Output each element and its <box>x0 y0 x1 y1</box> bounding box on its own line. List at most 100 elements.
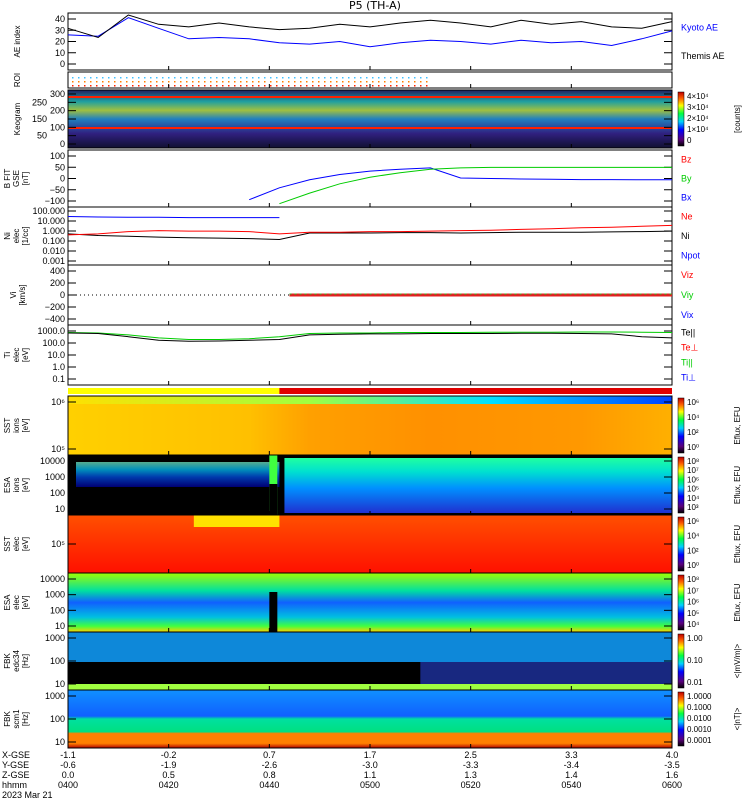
y-tick-label: −100 <box>45 196 65 206</box>
roi-dot <box>342 85 344 87</box>
roi-dot <box>114 77 116 79</box>
roi-dot <box>210 81 212 83</box>
roi-dot <box>150 81 152 83</box>
roi-dot <box>120 81 122 83</box>
roi-dot <box>180 77 182 79</box>
roi-dot <box>312 77 314 79</box>
colorbar-label: 10⁸ <box>687 575 699 584</box>
roi-dot <box>186 81 188 83</box>
roi-dot <box>378 81 380 83</box>
colorbar-label: 10⁴ <box>687 532 700 541</box>
sst-elec-feature <box>193 515 280 527</box>
roi-dot <box>90 85 92 87</box>
roi-dot <box>348 77 350 79</box>
colorbar-label: 0 <box>687 136 692 145</box>
roi-dot <box>252 77 254 79</box>
x-tick-z: 0.5 <box>162 770 175 780</box>
y-tick-label: 100 <box>50 656 65 666</box>
roi-dot <box>108 85 110 87</box>
roi-dot <box>414 85 416 87</box>
colorbar-label: 0.10 <box>687 656 703 665</box>
colorbar-label: 10⁴ <box>687 494 700 503</box>
roi-dot <box>72 85 74 87</box>
roi-dot <box>288 77 290 79</box>
roi-dot <box>426 77 428 79</box>
colorbar-label: 1.00 <box>687 634 703 643</box>
roi-dot <box>168 81 170 83</box>
x-tick-y: -1.9 <box>160 760 177 770</box>
roi-dot <box>174 81 176 83</box>
colorbar-label: 10² <box>687 546 699 555</box>
y-tick-label: 0 <box>60 174 65 184</box>
roi-dot <box>216 81 218 83</box>
ylabel-sst_elec: SSTelec[eV] <box>3 536 30 552</box>
roi-dot <box>234 81 236 83</box>
x-tick-x: 2.5 <box>464 750 477 760</box>
x-tick-t: 0520 <box>460 780 481 790</box>
spectrogram-sst_ions <box>68 396 672 455</box>
roi-dot <box>228 77 230 79</box>
y-tick-label: 1000.0 <box>37 326 65 336</box>
roi-dot <box>258 77 260 79</box>
y-tick-label: 10 <box>55 621 65 631</box>
roi-dot <box>132 81 134 83</box>
ylabel-fbk_scm: FBKscm1[Hz] <box>3 709 30 729</box>
roi-dot <box>282 77 284 79</box>
legend-ni: Ni <box>681 231 690 241</box>
legend-bx: Bx <box>681 193 692 203</box>
x-tick-z: 1.1 <box>363 770 377 780</box>
roi-dot <box>408 81 410 83</box>
colorbar-label: 10⁴ <box>687 620 700 629</box>
esa-ions-early <box>76 462 280 487</box>
y-tick-label: 50 <box>55 162 65 172</box>
roi-dot <box>228 81 230 83</box>
roi-dot <box>330 81 332 83</box>
z-gse-label: Z-GSE <box>2 770 30 780</box>
panel-frame-bfit <box>67 149 673 208</box>
x-tick-z: 0.0 <box>61 770 75 780</box>
roi-dot <box>192 81 194 83</box>
esa-ions-late <box>284 458 672 513</box>
roi-dot <box>276 77 278 79</box>
x-tick-y: -3.4 <box>563 760 580 770</box>
roi-dot <box>222 77 224 79</box>
colorbar-label: 2×10⁴ <box>687 114 709 123</box>
ylabel-line: [eV] <box>21 595 30 609</box>
colorbar-label: 1.0000 <box>687 692 712 701</box>
roi-dot <box>216 77 218 79</box>
legend-kyotoae: Kyoto AE <box>681 22 718 32</box>
roi-dot <box>318 85 320 87</box>
roi-dot <box>246 85 248 87</box>
colorbar-label: 10⁰ <box>687 561 699 570</box>
ylabel-line: SST <box>3 536 12 552</box>
roi-dot <box>378 77 380 79</box>
colorbar-fbk_edc <box>677 633 685 689</box>
roi-dot <box>162 81 164 83</box>
roi-dot <box>144 85 146 87</box>
roi-dot <box>396 85 398 87</box>
y-tick-label: 50 <box>37 131 47 141</box>
roi-dot <box>204 85 206 87</box>
esa-ions-gap-black <box>269 484 278 515</box>
roi-dot <box>372 77 374 79</box>
roi-dot <box>342 81 344 83</box>
roi-dot <box>384 81 386 83</box>
roi-dot <box>174 77 176 79</box>
roi-dot <box>90 81 92 83</box>
roi-dot <box>210 85 212 87</box>
ylabel-line: [eV] <box>21 537 30 551</box>
roi-dot <box>372 85 374 87</box>
roi-dot <box>390 85 392 87</box>
y-tick-label: 10000 <box>40 456 65 466</box>
series-npot <box>68 210 672 218</box>
legend-viy: Viy <box>681 290 694 300</box>
roi-dot <box>84 81 86 83</box>
roi-dot <box>84 77 86 79</box>
y-tick-label: 10⁶ <box>51 397 65 407</box>
roi-dot <box>312 85 314 87</box>
roi-dot <box>348 85 350 87</box>
roi-dot <box>132 85 134 87</box>
roi-dot <box>204 81 206 83</box>
x-tick-y: -3.3 <box>462 760 479 770</box>
x-tick-z: 1.3 <box>464 770 477 780</box>
